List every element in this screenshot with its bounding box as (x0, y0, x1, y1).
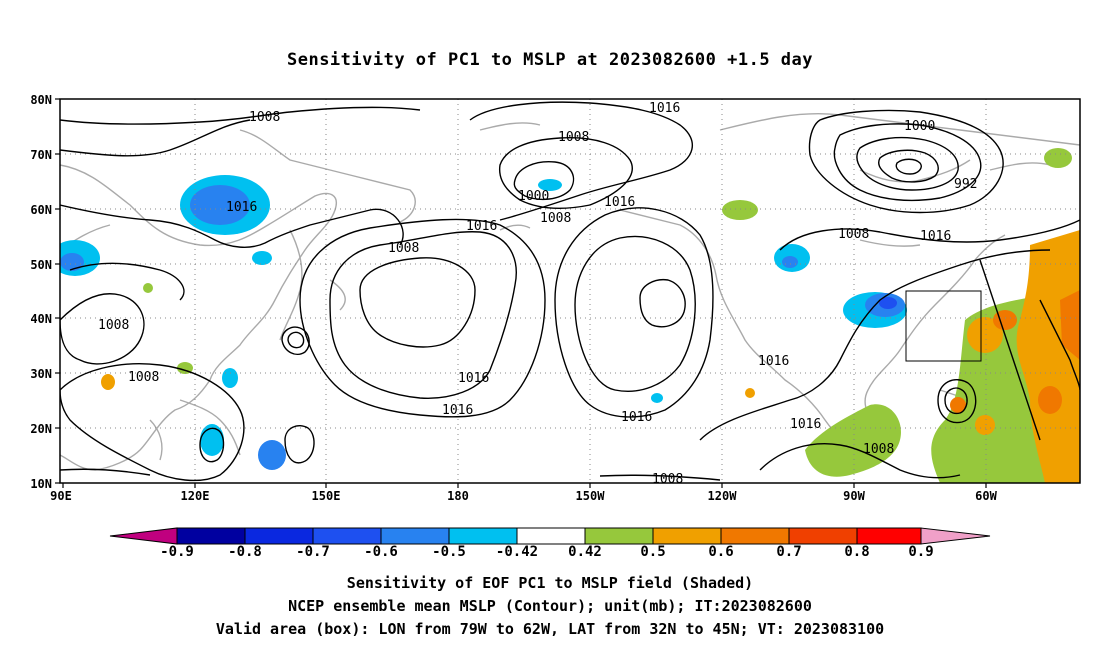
colorbar-right-triangle (920, 527, 991, 545)
sensitivity-shading (60, 148, 1080, 483)
colorbar-label: 0.6 (708, 544, 734, 560)
lat-label: 10N (30, 477, 52, 491)
lon-label: 90W (843, 489, 865, 503)
lat-label: 60N (30, 203, 52, 217)
lon-label: 180 (447, 489, 469, 503)
lat-label: 50N (30, 258, 52, 272)
lat-label: 20N (30, 422, 52, 436)
lat-label: 40N (30, 312, 52, 326)
contour-label: 1016 (758, 354, 789, 369)
colorbar-label: -0.7 (296, 544, 330, 560)
colorbar-swatch (176, 527, 246, 545)
contour-label: 1008 (128, 370, 159, 385)
colorbar-label: 0.42 (568, 544, 602, 560)
lat-label: 80N (30, 93, 52, 107)
contour-label: 1008 (98, 318, 129, 333)
colorbar-label: -0.5 (432, 544, 466, 560)
lon-label: 150W (576, 489, 606, 503)
axis-ticks (55, 98, 987, 488)
contour-label: 1000 (904, 119, 935, 134)
contour-label: 1016 (458, 371, 489, 386)
colorbar-label: -0.42 (495, 544, 539, 560)
caption-valid-area: Valid area (box): LON from 79W to 62W, L… (215, 620, 885, 638)
graticule (60, 99, 1080, 483)
contour-label: 1016 (466, 219, 497, 234)
contour-label: 1000 (518, 189, 549, 204)
colorbar-swatch (652, 527, 722, 545)
colorbar-swatch (720, 527, 790, 545)
longitude-labels: 90E 120E 150E 180 150W 120W 90W 60W (50, 489, 997, 503)
lon-label: 120W (708, 489, 738, 503)
caption-shading: Sensitivity of EOF PC1 to MSLP field (Sh… (346, 574, 754, 592)
contour-label: 1016 (621, 410, 652, 425)
contour-labels-layer: 1008 1008 1008 1008 1008 1008 1008 1000 … (98, 101, 977, 487)
lon-label: 90E (50, 489, 72, 503)
colorbar-swatch (448, 527, 518, 545)
contour-label: 1016 (920, 229, 951, 244)
colorbar-swatch (584, 527, 654, 545)
contour-label: 1008 (863, 442, 894, 457)
map-frame (59, 98, 1081, 484)
contour-label: 1016 (442, 403, 473, 418)
contour-label: 1016 (604, 195, 635, 210)
lon-label: 60W (975, 489, 997, 503)
colorbar-swatch (312, 527, 382, 545)
valid-area-box (905, 290, 982, 362)
colorbar-swatch (856, 527, 922, 545)
coastlines (60, 112, 1080, 471)
colorbar-label: 0.8 (844, 544, 870, 560)
colorbar (109, 527, 991, 545)
colorbar-swatch (516, 527, 586, 545)
contour-label: 1008 (838, 227, 869, 242)
colorbar-label: 0.7 (776, 544, 802, 560)
map-title: Sensitivity of PC1 to MSLP at 2023082600… (286, 50, 813, 70)
contour-label: 1016 (226, 200, 257, 215)
colorbar-label: -0.8 (228, 544, 262, 560)
contour-label: 1016 (790, 417, 821, 432)
contour-label: 1016 (649, 101, 680, 116)
lat-label: 30N (30, 367, 52, 381)
colorbar-swatch (244, 527, 314, 545)
colorbar-swatch (380, 527, 450, 545)
caption-contour: NCEP ensemble mean MSLP (Contour); unit(… (288, 597, 812, 615)
colorbar-label: 0.9 (908, 544, 934, 560)
colorbar-label: 0.5 (640, 544, 666, 560)
latitude-labels: 80N 70N 60N 50N 40N 30N 20N 10N (30, 93, 52, 491)
contour-label: 1008 (540, 211, 571, 226)
colorbar-label: -0.9 (160, 544, 194, 560)
contour-label: 1008 (249, 110, 280, 125)
colorbar-label: -0.6 (364, 544, 398, 560)
lat-label: 70N (30, 148, 52, 162)
contour-label: 1008 (388, 241, 419, 256)
colorbar-swatch (788, 527, 858, 545)
contour-label: 1008 (558, 130, 589, 145)
colorbar-left-triangle (109, 527, 178, 545)
lon-label: 120E (181, 489, 210, 503)
lon-label: 150E (312, 489, 341, 503)
mslp-contours (60, 101, 1080, 482)
contour-label: 992 (954, 177, 977, 192)
contour-label: 1008 (652, 472, 683, 487)
